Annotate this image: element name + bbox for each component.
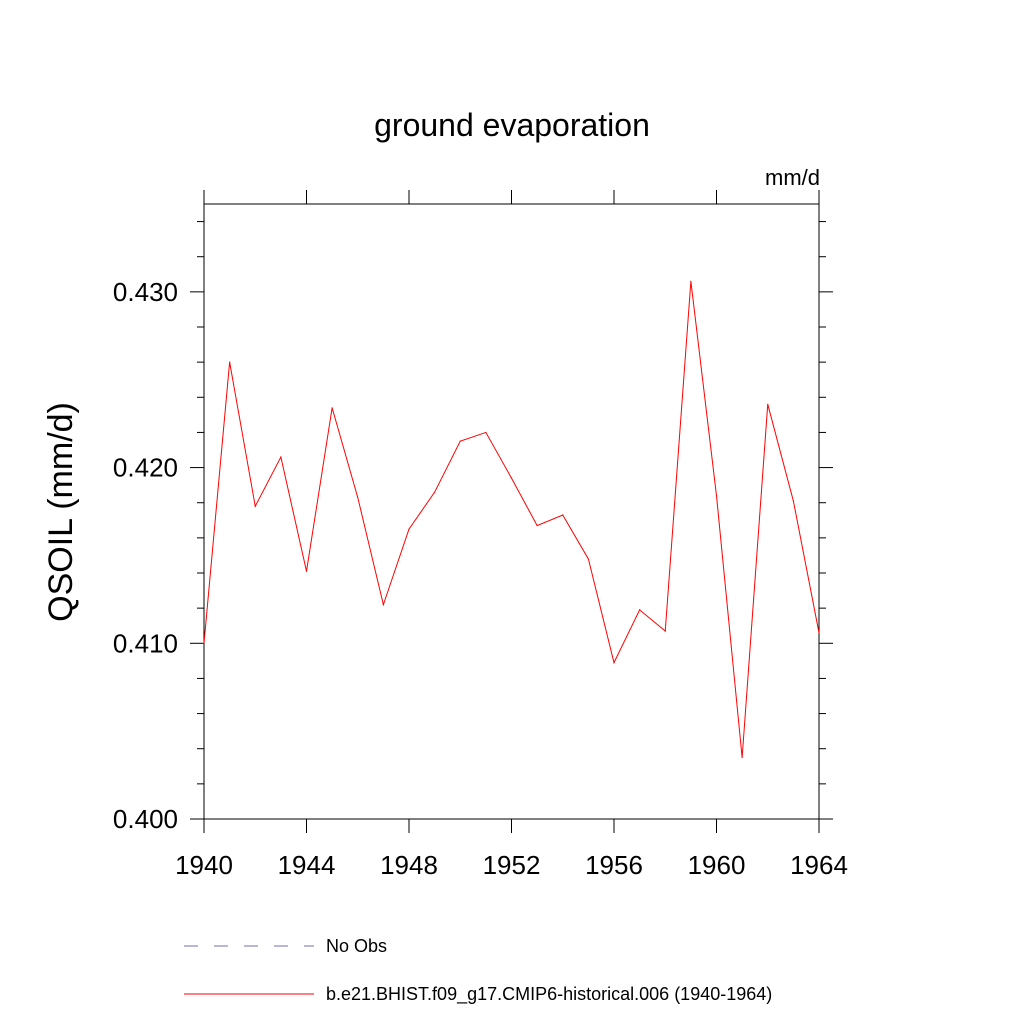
series-layer	[203, 280, 820, 759]
data-point	[229, 361, 231, 363]
units-label: mm/d	[765, 165, 820, 190]
data-point	[767, 403, 769, 405]
x-tick-label: 1960	[688, 850, 746, 880]
x-tick-label: 1964	[790, 850, 848, 880]
data-point	[510, 477, 513, 479]
data-point	[690, 280, 692, 282]
data-point	[485, 431, 487, 434]
data-point	[536, 524, 538, 527]
chart-title: ground evaporation	[374, 107, 650, 143]
series-line	[203, 281, 820, 758]
data-point	[664, 630, 666, 632]
plot-frame	[203, 203, 820, 820]
data-point	[613, 662, 615, 664]
x-tick-label: 1940	[175, 850, 233, 880]
data-point	[280, 456, 282, 458]
data-point	[408, 528, 410, 530]
legend: No Obs b.e21.BHIST.f09_g17.CMIP6-historic…	[184, 936, 772, 1005]
data-point	[459, 440, 461, 442]
data-point	[357, 496, 359, 499]
y-tick-label: 0.410	[113, 628, 178, 658]
data-point	[818, 632, 820, 634]
data-point	[382, 604, 384, 606]
data-point	[434, 491, 436, 493]
data-point	[792, 500, 794, 502]
data-point	[331, 407, 333, 409]
x-tick-label: 1944	[278, 850, 336, 880]
data-point	[203, 642, 205, 644]
data-point	[741, 756, 743, 759]
data-point	[254, 505, 256, 507]
y-tick-label: 0.420	[113, 453, 178, 483]
x-tick-label: 1956	[585, 850, 643, 880]
legend-label: No Obs	[326, 936, 387, 956]
x-tick-label: 1948	[380, 850, 438, 880]
x-tick-label: 1952	[483, 850, 541, 880]
y-axis-label: QSOIL (mm/d)	[42, 402, 80, 622]
data-point	[715, 495, 718, 497]
y-tick-label: 0.430	[113, 277, 178, 307]
legend-label: b.e21.BHIST.f09_g17.CMIP6-historical.006…	[326, 984, 772, 1005]
data-point	[305, 570, 308, 572]
data-point	[639, 609, 641, 611]
y-tick-label: 0.400	[113, 804, 178, 834]
axes: 1940 1944 1948 1952 1956 1960 1964 0.400 0.410 0.…	[113, 190, 848, 880]
data-point	[587, 558, 589, 560]
data-point	[562, 514, 564, 516]
